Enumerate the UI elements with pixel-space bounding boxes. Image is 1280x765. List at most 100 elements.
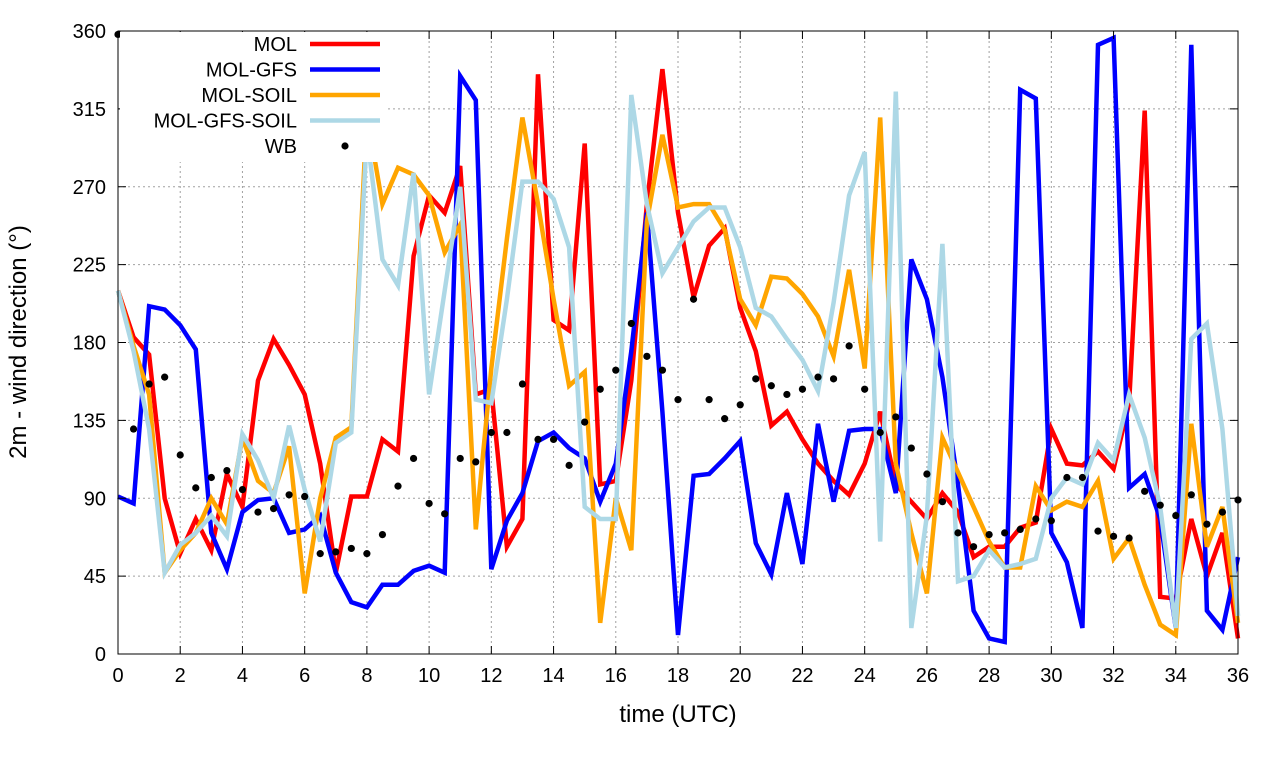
data-point-wb: [332, 548, 340, 556]
data-point-wb: [456, 454, 464, 463]
data-point-wb: [347, 544, 355, 553]
x-tick-label: 32: [1102, 665, 1124, 687]
x-tick-label: 24: [854, 665, 876, 687]
data-point-wb: [845, 342, 853, 350]
data-point-wb: [767, 382, 775, 390]
data-point-wb: [425, 499, 433, 508]
data-point-wb: [1047, 517, 1055, 525]
data-point-wb: [798, 385, 807, 393]
data-point-wb: [752, 375, 760, 383]
data-point-wb: [1187, 491, 1195, 499]
data-point-wb: [923, 470, 931, 478]
data-point-wb: [814, 373, 822, 381]
data-point-wb: [503, 428, 511, 437]
data-point-wb: [907, 444, 915, 452]
y-tick-label: 135: [73, 410, 106, 432]
legend: MOL MOL-GFS MOL-SOIL MOL-GFS-SOIL WB: [120, 32, 385, 162]
data-point-wb: [783, 390, 791, 399]
data-point-wb: [269, 505, 278, 513]
data-point-wb: [627, 319, 635, 328]
data-point-wb: [1141, 487, 1149, 495]
y-tick-label: 270: [73, 177, 106, 199]
data-point-wb: [565, 461, 573, 469]
data-point-wb: [596, 385, 604, 393]
series-line-mol-soil: [115, 113, 1241, 640]
x-tick-label: 36: [1227, 665, 1249, 687]
series-line-mol-gfs: [117, 34, 1241, 645]
x-tick-label: 12: [480, 665, 502, 687]
data-point-wb: [487, 428, 495, 437]
legend-label-mol-gfs-soil: MOL-GFS-SOIL: [154, 111, 297, 133]
series-line-mol: [115, 68, 1241, 639]
x-tick-label: 30: [1040, 665, 1062, 687]
data-point-wb: [238, 485, 247, 494]
y-tick-label: 180: [73, 333, 106, 355]
data-point-wb: [1218, 508, 1227, 516]
data-point-wb: [736, 401, 744, 409]
data-point-wb: [1156, 501, 1164, 509]
x-tick-label: 2: [175, 665, 186, 687]
data-point-wb: [954, 529, 962, 537]
data-point-wb: [394, 482, 402, 490]
data-point-wb: [674, 396, 682, 404]
data-point-wb: [705, 396, 713, 404]
x-tick-label: 16: [605, 665, 627, 687]
data-point-wb: [876, 428, 884, 437]
data-point-wb: [254, 508, 262, 516]
x-tick-label: 26: [916, 665, 938, 687]
data-point-wb: [969, 543, 978, 551]
data-point-wb: [441, 510, 449, 518]
data-point-wb: [658, 366, 667, 374]
data-point-wb: [176, 451, 184, 459]
series-layer: [114, 30, 1242, 645]
x-tick-label: 20: [729, 665, 751, 687]
data-point-wb: [409, 454, 418, 463]
data-point-wb: [534, 435, 542, 444]
data-point-wb: [985, 530, 993, 539]
x-axis-label: time (UTC): [619, 701, 736, 728]
data-point-wb: [581, 418, 589, 426]
data-point-wb: [145, 380, 153, 388]
y-tick-label: 360: [73, 21, 106, 43]
data-point-wb: [472, 458, 480, 466]
legend-label-mol: MOL: [254, 34, 297, 56]
legend-label-mol-soil: MOL-SOIL: [201, 85, 297, 107]
legend-label-wb: WB: [265, 136, 297, 158]
series-line-mol-gfs-soil: [115, 91, 1241, 629]
data-point-wb: [363, 550, 371, 558]
data-point-wb: [129, 425, 138, 433]
data-point-wb: [1203, 520, 1211, 528]
x-tick-label: 8: [361, 665, 372, 687]
data-point-wb: [1032, 515, 1040, 523]
data-point-wb: [1016, 525, 1024, 534]
data-point-wb: [1001, 529, 1009, 537]
data-point-wb: [1172, 511, 1180, 520]
data-point-wb: [721, 415, 729, 423]
legend-swatch-wb: [341, 142, 349, 150]
x-tick-label: 10: [418, 665, 440, 687]
data-point-wb: [938, 498, 947, 506]
data-point-wb: [518, 380, 527, 388]
data-point-wb: [1063, 473, 1071, 482]
data-point-wb: [161, 373, 169, 381]
x-tick-label: 0: [112, 665, 123, 687]
data-point-wb: [829, 375, 838, 383]
y-axis-label: 2m - wind direction (°): [5, 225, 32, 459]
data-point-wb: [207, 473, 215, 482]
x-tick-label: 34: [1165, 665, 1187, 687]
data-point-wb: [301, 492, 309, 501]
x-tick-label: 28: [978, 665, 1000, 687]
data-point-wb: [689, 295, 698, 303]
x-tick-label: 22: [791, 665, 813, 687]
data-point-wb: [549, 435, 558, 444]
data-point-wb: [1078, 473, 1087, 482]
data-point-wb: [316, 550, 324, 558]
data-point-wb: [643, 352, 651, 360]
data-point-wb: [1109, 532, 1118, 540]
data-point-wb: [1094, 527, 1102, 535]
data-point-wb: [223, 466, 231, 475]
data-point-wb: [1125, 534, 1133, 542]
y-tick-label: 0: [95, 644, 106, 666]
x-tick-label: 6: [299, 665, 310, 687]
